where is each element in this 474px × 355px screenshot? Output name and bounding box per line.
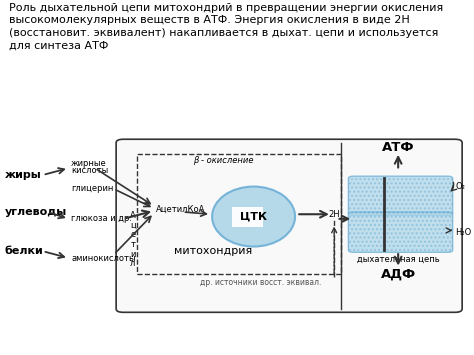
FancyBboxPatch shape (116, 139, 462, 312)
Text: кислоты: кислоты (71, 166, 109, 175)
Text: А: А (130, 211, 136, 220)
Text: дыхательная цепь: дыхательная цепь (357, 255, 439, 264)
Text: митохондрия: митохондрия (174, 246, 253, 256)
Text: и: и (130, 250, 136, 259)
Ellipse shape (212, 186, 295, 246)
Text: АТФ: АТФ (382, 141, 414, 154)
Text: белки: белки (5, 246, 44, 256)
Bar (137, 154, 341, 274)
Bar (232, 207, 263, 227)
Text: т: т (130, 240, 135, 249)
Text: углеводы: углеводы (5, 207, 67, 217)
Text: глицерин: глицерин (71, 184, 113, 193)
Text: ц: ц (130, 220, 136, 230)
Text: 2Н: 2Н (328, 210, 340, 219)
Text: жиры: жиры (5, 170, 42, 180)
Text: О₂: О₂ (455, 182, 465, 191)
Text: др. источники восст. эквивал.: др. источники восст. эквивал. (200, 278, 321, 287)
Text: глюкоза и др.: глюкоза и др. (71, 214, 132, 223)
Text: АцетилКоА: АцетилКоА (156, 205, 206, 214)
Text: е: е (130, 230, 136, 239)
Text: ЦТК: ЦТК (240, 212, 267, 222)
Text: Н₂О: Н₂О (455, 228, 471, 237)
FancyBboxPatch shape (348, 176, 453, 215)
Text: АДФ: АДФ (381, 268, 416, 281)
Text: Роль дыхательной цепи митохондрий в превращении энергии окисления
высокомолекуля: Роль дыхательной цепи митохондрий в прев… (9, 3, 444, 51)
Text: л: л (130, 260, 136, 268)
Text: β - окисление: β - окисление (192, 155, 253, 164)
FancyBboxPatch shape (348, 212, 453, 252)
Text: жирные: жирные (71, 159, 107, 168)
Text: аминокислоты: аминокислоты (71, 253, 136, 263)
